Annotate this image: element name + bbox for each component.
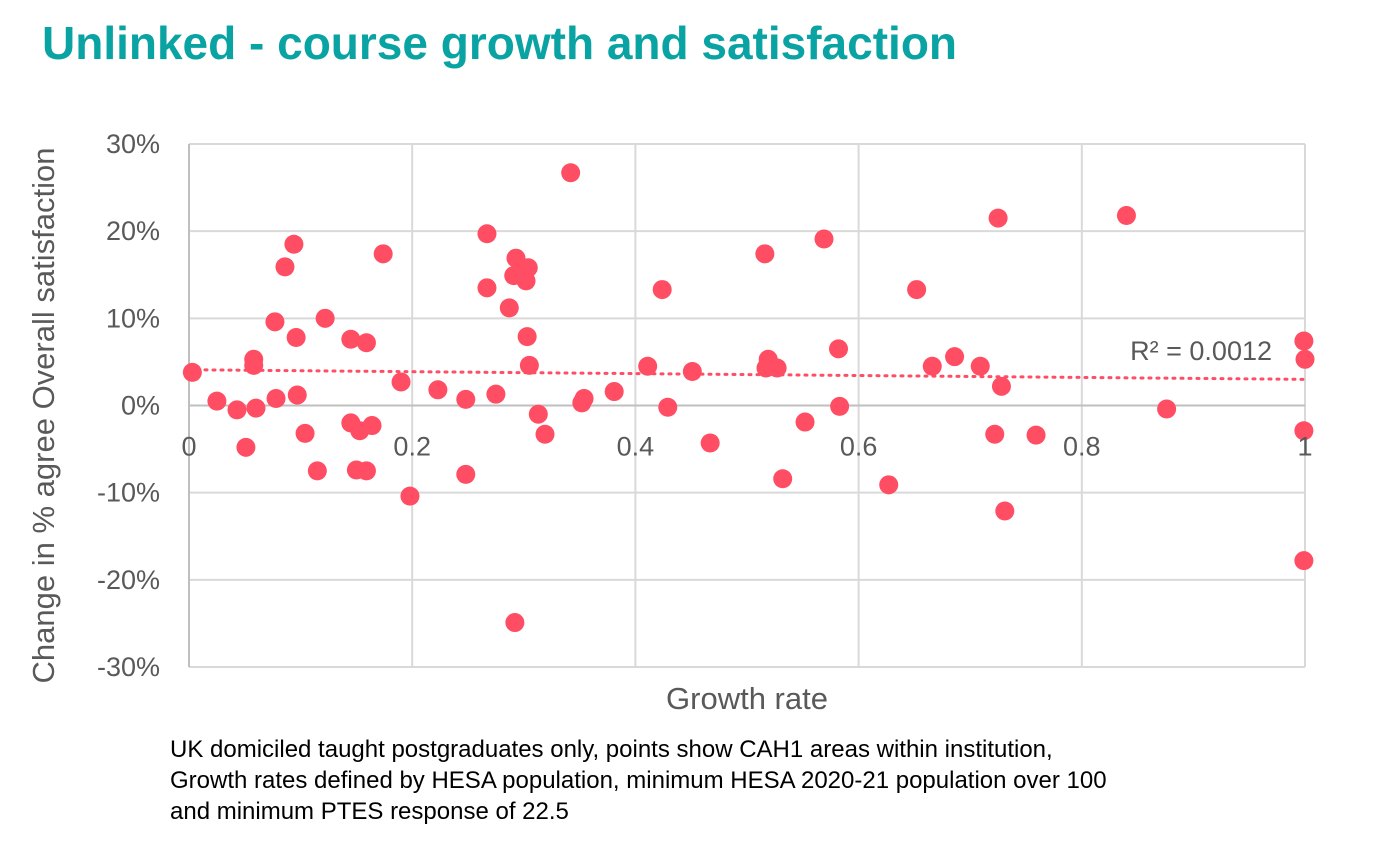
data-point — [795, 412, 815, 432]
data-point — [519, 355, 539, 375]
x-axis-title: Growth rate — [666, 681, 828, 716]
data-point — [477, 278, 497, 298]
y-tick-label: -30% — [97, 652, 160, 682]
x-tick-label: 0.8 — [1063, 432, 1101, 462]
y-tick-label: 20% — [106, 216, 160, 246]
r-squared-label: R² = 0.0012 — [1130, 336, 1272, 366]
data-point — [638, 356, 658, 376]
data-point — [456, 464, 476, 484]
data-point — [236, 437, 256, 457]
data-point — [773, 469, 793, 489]
data-point — [767, 358, 787, 378]
data-point — [528, 404, 548, 424]
data-point — [246, 398, 266, 418]
data-point — [499, 298, 519, 318]
data-point — [922, 356, 942, 376]
footnote: UK domiciled taught postgraduates only, … — [170, 734, 1350, 827]
data-point — [755, 244, 775, 264]
x-tick-label: 0.4 — [617, 432, 655, 462]
data-point — [829, 339, 849, 359]
trendline-group: R² = 0.0012 — [187, 336, 1307, 381]
data-point — [970, 356, 990, 376]
data-point — [373, 244, 393, 264]
y-tick-label: -20% — [97, 565, 160, 595]
data-point — [995, 501, 1015, 521]
data-point — [1294, 331, 1314, 351]
x-tick-label: 0 — [181, 432, 196, 462]
data-point — [658, 397, 678, 417]
data-point — [907, 280, 927, 300]
footnote-line-2: Growth rates defined by HESA population,… — [170, 767, 1107, 794]
data-point — [307, 461, 327, 481]
y-axis-title: Change in % agree Overall satisfaction — [26, 148, 61, 684]
data-point — [356, 461, 376, 481]
x-tick-label: 1 — [1297, 432, 1312, 462]
data-point — [456, 389, 476, 409]
data-point — [574, 389, 594, 409]
chart-title: Unlinked - course growth and satisfactio… — [42, 17, 958, 69]
data-point — [295, 423, 315, 443]
data-point — [561, 163, 581, 183]
data-point — [266, 389, 286, 409]
data-point — [286, 328, 306, 348]
data-point — [391, 372, 411, 392]
data-point — [477, 224, 497, 244]
data-point — [830, 396, 850, 416]
trendline — [187, 368, 1307, 381]
data-point — [879, 475, 899, 495]
data-point — [362, 416, 382, 436]
data-point — [356, 333, 376, 353]
data-point — [1157, 399, 1177, 419]
data-point — [985, 424, 1005, 444]
data-point — [400, 486, 420, 506]
data-point — [182, 362, 202, 382]
data-point — [244, 355, 264, 375]
y-tick-label: 10% — [106, 303, 160, 333]
y-tick-label: 30% — [106, 129, 160, 159]
data-point — [275, 257, 295, 277]
data-point — [1294, 551, 1314, 571]
data-point — [227, 400, 247, 420]
x-tick-label: 0.6 — [840, 432, 878, 462]
data-point — [1294, 421, 1314, 441]
data-point — [945, 347, 965, 367]
data-point — [486, 384, 506, 404]
axis-labels: 30% 20% 10% 0% -10% -20% -30% 0 0.2 0.4 0.6 0.8 1 Gro… — [26, 129, 1313, 716]
data-point — [1295, 349, 1315, 369]
x-tick-label: 0.2 — [393, 432, 431, 462]
data-point — [1026, 425, 1046, 445]
data-point — [682, 362, 702, 382]
data-point — [265, 312, 285, 332]
data-point — [814, 229, 834, 249]
data-point — [604, 382, 624, 402]
data-point — [505, 613, 525, 633]
y-tick-label: -10% — [97, 478, 160, 508]
data-point — [517, 327, 537, 347]
data-point — [1116, 205, 1136, 225]
data-points — [182, 163, 1315, 633]
data-point — [341, 329, 361, 349]
data-point — [428, 380, 448, 400]
data-point — [535, 424, 555, 444]
y-tick-label: 0% — [121, 391, 160, 421]
axes — [188, 144, 1305, 667]
data-point — [284, 234, 304, 254]
data-point — [700, 433, 720, 453]
data-point — [652, 280, 672, 300]
footnote-line-1: UK domiciled taught postgraduates only, … — [170, 736, 1053, 763]
data-point — [207, 391, 227, 411]
data-point — [988, 208, 1008, 228]
data-point — [315, 308, 335, 328]
footnote-line-3: and minimum PTES response of 22.5 — [170, 798, 569, 825]
data-point — [287, 385, 307, 405]
data-point — [518, 258, 538, 278]
data-point — [991, 376, 1011, 396]
